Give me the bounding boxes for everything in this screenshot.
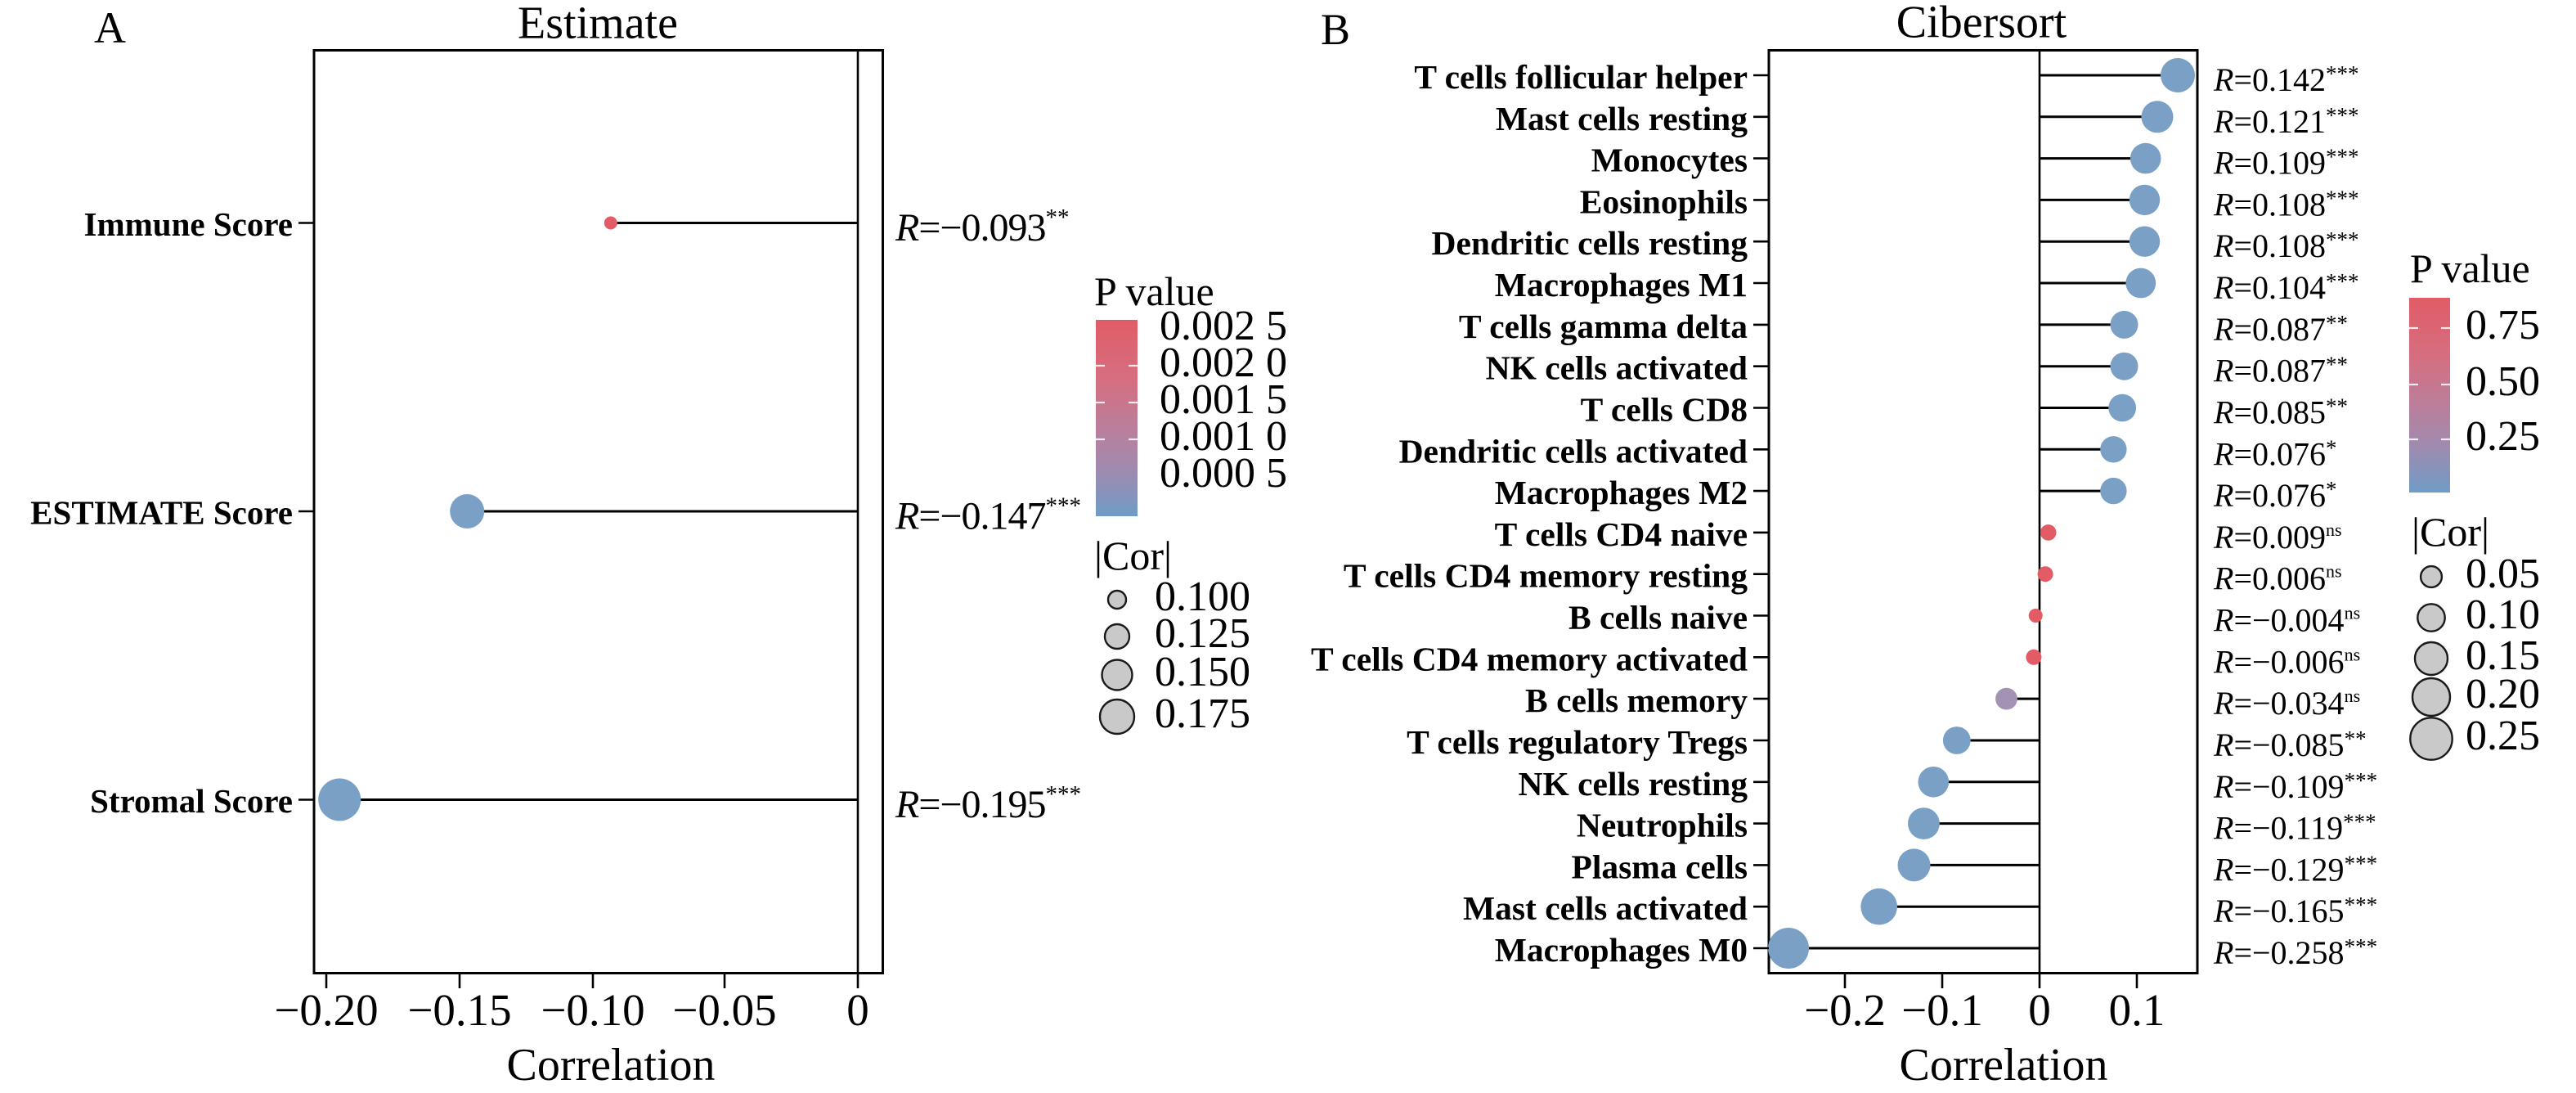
svg-text:R=0.108***: R=0.108***: [2213, 227, 2359, 264]
svg-text:A: A: [94, 3, 126, 52]
svg-text:0.150: 0.150: [1155, 649, 1250, 695]
svg-text:0.125: 0.125: [1155, 610, 1250, 657]
svg-text:|Cor|: |Cor|: [2412, 509, 2489, 555]
svg-text:|Cor|: |Cor|: [1094, 533, 1172, 578]
svg-text:NK cells resting: NK cells resting: [1519, 765, 1748, 803]
svg-text:R=−0.006ns: R=−0.006ns: [2213, 643, 2360, 680]
svg-text:R=0.006ns: R=0.006ns: [2213, 560, 2342, 597]
svg-text:−0.10: −0.10: [541, 985, 644, 1035]
svg-text:Stromal Score: Stromal Score: [90, 782, 293, 820]
svg-text:0.1: 0.1: [2109, 985, 2165, 1035]
svg-text:Plasma cells: Plasma cells: [1571, 848, 1748, 885]
svg-text:Macrophages M1: Macrophages M1: [1495, 266, 1748, 304]
svg-text:B cells memory: B cells memory: [1525, 681, 1748, 719]
svg-text:0.50: 0.50: [2466, 358, 2540, 405]
svg-text:T cells regulatory Tregs: T cells regulatory Tregs: [1407, 723, 1748, 761]
svg-text:R=0.085**: R=0.085**: [2213, 394, 2348, 431]
svg-text:Eosinophils: Eosinophils: [1580, 182, 1748, 220]
svg-text:0.75: 0.75: [2466, 302, 2540, 349]
svg-text:T cells CD4 naive: T cells CD4 naive: [1495, 515, 1748, 553]
svg-text:T cells CD8: T cells CD8: [1581, 391, 1748, 429]
svg-text:R=0.076*: R=0.076*: [2213, 435, 2337, 472]
svg-text:Estimate: Estimate: [518, 0, 678, 49]
svg-text:Correlation: Correlation: [506, 1040, 715, 1089]
svg-text:T cells CD4 memory resting: T cells CD4 memory resting: [1344, 557, 1748, 595]
svg-text:−0.05: −0.05: [672, 985, 776, 1035]
svg-text:Macrophages M0: Macrophages M0: [1495, 931, 1748, 969]
svg-text:0.000 5: 0.000 5: [1160, 450, 1287, 497]
svg-text:Dendritic cells activated: Dendritic cells activated: [1399, 432, 1748, 470]
svg-text:P value: P value: [2410, 245, 2530, 291]
svg-text:R=0.087**: R=0.087**: [2213, 353, 2348, 389]
svg-text:Mast cells resting: Mast cells resting: [1496, 100, 1748, 137]
svg-text:0: 0: [2028, 985, 2051, 1035]
svg-text:−0.1: −0.1: [1901, 985, 1983, 1035]
svg-text:R=−0.165***: R=−0.165***: [2213, 893, 2377, 929]
svg-text:0.002 5: 0.002 5: [1160, 303, 1287, 349]
svg-text:R=−0.034ns: R=−0.034ns: [2213, 685, 2360, 722]
svg-text:Cibersort: Cibersort: [1896, 0, 2067, 48]
svg-text:P value: P value: [1094, 268, 1214, 314]
svg-text:NK cells activated: NK cells activated: [1486, 349, 1748, 387]
svg-text:0.15: 0.15: [2466, 632, 2540, 679]
svg-text:Mast cells activated: Mast cells activated: [1463, 889, 1748, 927]
svg-text:R=0.076*: R=0.076*: [2213, 477, 2337, 514]
svg-text:ESTIMATE Score: ESTIMATE Score: [30, 494, 293, 532]
svg-text:R=−0.093**: R=−0.093**: [895, 205, 1069, 250]
svg-text:0.001 0: 0.001 0: [1160, 413, 1287, 460]
svg-text:R=−0.129***: R=−0.129***: [2213, 851, 2377, 888]
svg-text:0.002 0: 0.002 0: [1160, 340, 1287, 386]
svg-text:R=−0.004ns: R=−0.004ns: [2213, 602, 2360, 639]
svg-text:0.25: 0.25: [2466, 713, 2540, 759]
svg-text:0.05: 0.05: [2466, 551, 2540, 597]
svg-text:T cells CD4 memory activated: T cells CD4 memory activated: [1311, 640, 1748, 677]
svg-text:Monocytes: Monocytes: [1591, 142, 1748, 179]
svg-text:Neutrophils: Neutrophils: [1577, 807, 1748, 844]
svg-text:Immune Score: Immune Score: [84, 205, 293, 243]
svg-text:−0.2: −0.2: [1804, 985, 1886, 1035]
svg-text:B: B: [1321, 5, 1350, 54]
svg-text:T cells follicular helper: T cells follicular helper: [1414, 58, 1748, 96]
svg-text:0.25: 0.25: [2466, 413, 2540, 460]
svg-text:R=0.009ns: R=0.009ns: [2213, 519, 2342, 555]
svg-text:0.001 5: 0.001 5: [1160, 376, 1287, 423]
svg-text:0.10: 0.10: [2466, 591, 2540, 638]
svg-text:Correlation: Correlation: [1899, 1040, 2107, 1089]
svg-text:0: 0: [846, 985, 869, 1035]
svg-text:R=0.121***: R=0.121***: [2213, 103, 2359, 140]
svg-text:0.100: 0.100: [1155, 573, 1250, 620]
svg-text:Macrophages M2: Macrophages M2: [1495, 474, 1748, 511]
svg-text:−0.15: −0.15: [407, 985, 511, 1035]
svg-text:0.20: 0.20: [2466, 671, 2540, 717]
svg-text:Dendritic cells resting: Dendritic cells resting: [1432, 224, 1748, 262]
svg-text:−0.20: −0.20: [274, 985, 378, 1035]
svg-text:T cells gamma delta: T cells gamma delta: [1459, 308, 1748, 345]
svg-text:R=−0.085**: R=−0.085**: [2213, 726, 2367, 763]
svg-text:B cells naive: B cells naive: [1568, 599, 1748, 636]
svg-text:0.175: 0.175: [1155, 690, 1250, 737]
svg-text:R=0.087**: R=0.087**: [2213, 311, 2348, 348]
